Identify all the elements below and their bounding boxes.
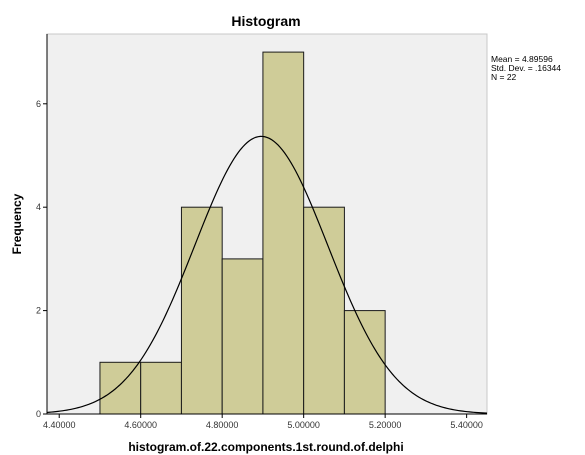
stat-std-dev: Std. Dev. = .16344	[491, 63, 561, 73]
y-tick-label: 4	[36, 202, 41, 212]
histogram-bar-1	[99, 361, 142, 415]
x-tick-label: 5.20000	[369, 420, 402, 430]
x-tick-label: 4.80000	[206, 420, 239, 430]
y-tick-label: 2	[36, 306, 41, 316]
chart-title: Histogram	[231, 13, 300, 29]
y-tick-label: 0	[36, 409, 41, 419]
x-ticks-group: 4.40000 4.60000 4.80000 5.00000 5.20000 5.400…	[43, 414, 483, 430]
y-tick-label: 6	[36, 99, 41, 109]
y-ticks-group: 0 2 4 6	[36, 99, 47, 419]
stat-mean: Mean = 4.89596	[491, 54, 553, 64]
x-tick-label: 5.00000	[287, 420, 320, 430]
histogram-bar-3	[180, 206, 223, 415]
histogram-bar-4	[221, 258, 264, 415]
histogram-bar-2	[140, 361, 182, 415]
y-axis-label: Frequency	[10, 193, 24, 254]
x-tick-label: 5.40000	[450, 420, 483, 430]
x-tick-label: 4.60000	[124, 420, 157, 430]
x-axis-label: histogram.of.22.components.1st.round.of.…	[128, 440, 403, 454]
histogram-bar-7	[343, 310, 386, 415]
stat-n: N = 22	[491, 72, 517, 82]
histogram-bar-6	[303, 206, 345, 415]
bars-group	[99, 51, 386, 415]
x-tick-label: 4.40000	[43, 420, 76, 430]
histogram-bar-5	[262, 51, 305, 415]
normal-curve	[46, 135, 488, 414]
